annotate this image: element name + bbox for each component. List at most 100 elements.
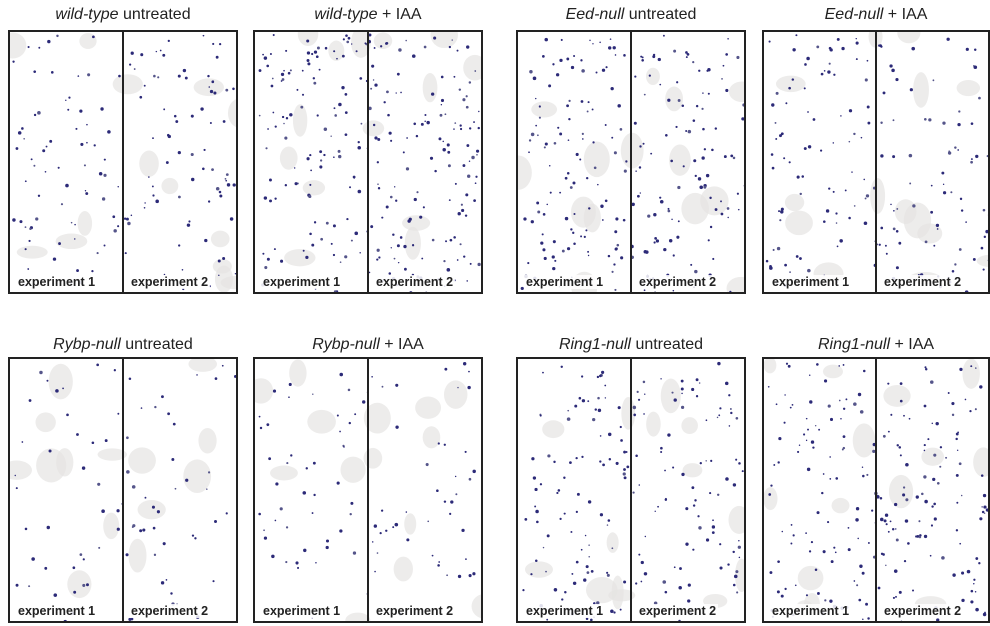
colony — [620, 439, 623, 442]
colony — [216, 56, 219, 59]
colony — [86, 583, 89, 586]
colony — [333, 50, 335, 52]
colony — [467, 386, 470, 389]
colony — [800, 193, 802, 195]
colony — [556, 73, 559, 76]
colony — [824, 599, 826, 601]
colony — [438, 442, 440, 444]
colony — [458, 575, 461, 578]
colony — [620, 609, 622, 611]
colony — [663, 248, 666, 251]
colony — [225, 178, 227, 180]
colony — [546, 619, 548, 621]
colony — [140, 53, 143, 56]
colony — [264, 266, 267, 269]
colony — [698, 526, 701, 529]
colony — [959, 543, 961, 545]
colony — [153, 527, 156, 530]
colony — [576, 561, 579, 564]
background-smear — [363, 120, 385, 136]
colony — [457, 387, 458, 388]
colony — [678, 220, 680, 222]
colony — [145, 497, 147, 499]
colony — [288, 72, 291, 75]
colony — [635, 454, 638, 457]
colony — [933, 503, 936, 506]
colony — [454, 122, 456, 124]
colony — [957, 450, 958, 451]
colony — [196, 374, 198, 376]
colony — [575, 457, 577, 459]
colony — [192, 534, 194, 536]
colony — [815, 425, 816, 426]
colony — [769, 265, 772, 268]
colony — [445, 240, 447, 242]
colony — [889, 64, 892, 67]
colony — [202, 168, 205, 171]
colony — [956, 474, 959, 477]
colony — [712, 258, 714, 260]
colony — [376, 258, 378, 260]
background-smear — [228, 99, 238, 128]
colony — [984, 612, 986, 614]
colony — [539, 117, 541, 119]
colony — [471, 156, 474, 159]
treatment: + IAA — [382, 6, 422, 23]
colony — [969, 410, 971, 412]
colony — [954, 263, 956, 265]
background-smear — [198, 428, 216, 453]
background-smear — [270, 466, 298, 481]
colony — [925, 241, 928, 244]
plate-image: experiment 1experiment 2 — [8, 30, 238, 294]
colony — [300, 106, 303, 109]
background-smear — [423, 426, 441, 448]
colony — [325, 47, 328, 50]
colony — [856, 584, 858, 586]
colony — [823, 220, 826, 223]
colony — [581, 456, 583, 458]
panel-title: Ring1-null + IAA — [762, 336, 990, 354]
colony — [581, 100, 584, 103]
colony — [843, 364, 845, 366]
colony — [44, 567, 47, 570]
colony — [587, 251, 589, 253]
colony — [978, 97, 981, 100]
colony — [592, 43, 593, 44]
genotype: Eed-null — [825, 6, 884, 23]
colony — [163, 108, 165, 110]
colony — [86, 142, 88, 144]
colony — [204, 239, 207, 242]
experiment-label: experiment 2 — [882, 275, 963, 289]
colony — [466, 45, 469, 48]
background-smear — [188, 359, 217, 372]
colony — [144, 202, 145, 203]
experiment-label: experiment 1 — [770, 604, 851, 618]
colony — [808, 145, 811, 148]
colony — [607, 574, 610, 577]
colony — [879, 244, 881, 246]
colony — [333, 254, 335, 256]
colony — [866, 474, 868, 476]
experiment-label: experiment 1 — [524, 604, 605, 618]
colony — [554, 588, 558, 592]
colony — [804, 63, 807, 66]
colony — [614, 289, 616, 291]
colony — [790, 407, 792, 409]
colony — [433, 37, 436, 40]
colony — [610, 87, 613, 90]
colony — [275, 125, 277, 127]
colony — [893, 597, 895, 599]
colony — [732, 551, 734, 553]
colony — [806, 57, 810, 61]
panel-title: Ring1-null untreated — [516, 336, 746, 354]
colony — [131, 52, 134, 55]
colony — [462, 98, 465, 101]
colony — [210, 90, 213, 93]
colony — [937, 482, 940, 485]
colony — [602, 219, 604, 221]
background-smear — [957, 80, 980, 96]
colony — [727, 38, 729, 40]
colony — [141, 407, 143, 409]
colony — [353, 177, 355, 179]
colony — [567, 247, 570, 250]
